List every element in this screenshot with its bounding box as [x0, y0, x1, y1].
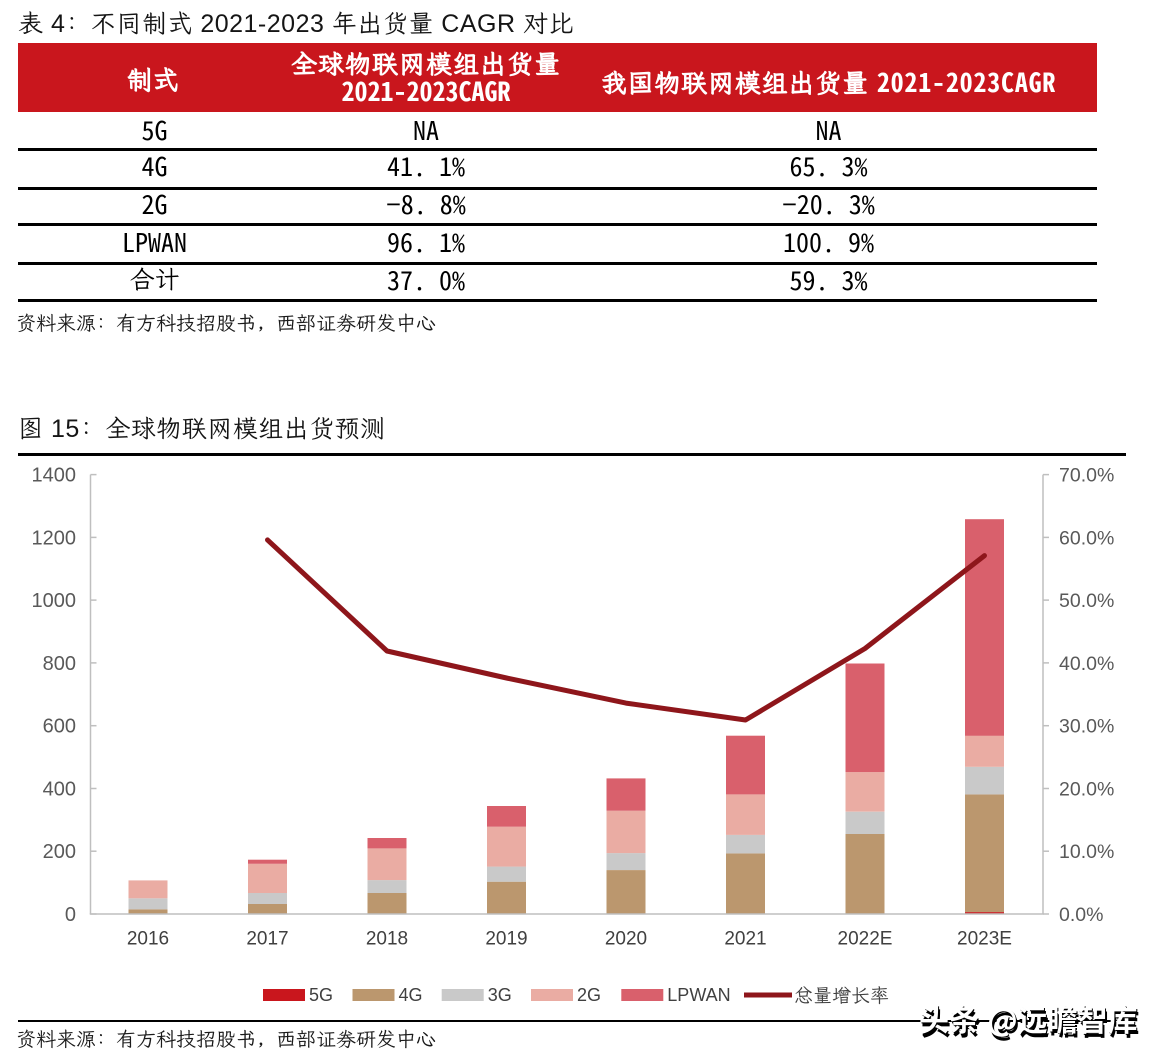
svg-text:LPWAN: LPWAN	[667, 985, 730, 1005]
svg-text:30.0%: 30.0%	[1059, 716, 1114, 738]
svg-text:2021: 2021	[724, 929, 766, 950]
svg-text:2023E: 2023E	[957, 929, 1012, 950]
svg-text:1000: 1000	[32, 590, 77, 612]
svg-text:70.0%: 70.0%	[1059, 465, 1114, 487]
svg-text:1400: 1400	[32, 465, 77, 487]
svg-text:600: 600	[43, 716, 76, 738]
svg-text:800: 800	[43, 653, 76, 675]
svg-text:2022E: 2022E	[838, 929, 893, 950]
svg-text:2019: 2019	[485, 929, 527, 950]
svg-text:400: 400	[43, 779, 76, 801]
svg-text:2017: 2017	[246, 929, 288, 950]
svg-text:2020: 2020	[605, 929, 647, 950]
svg-text:10.0%: 10.0%	[1059, 841, 1114, 863]
svg-text:0.0%: 0.0%	[1059, 904, 1103, 926]
svg-text:0: 0	[65, 904, 76, 926]
svg-text:200: 200	[43, 841, 76, 863]
svg-text:1200: 1200	[32, 527, 77, 549]
svg-text:3G: 3G	[488, 985, 512, 1005]
svg-text:40.0%: 40.0%	[1059, 653, 1114, 675]
svg-text:20.0%: 20.0%	[1059, 779, 1114, 801]
svg-text:60.0%: 60.0%	[1059, 527, 1114, 549]
svg-text:2016: 2016	[127, 929, 169, 950]
svg-text:50.0%: 50.0%	[1059, 590, 1114, 612]
svg-text:2G: 2G	[577, 985, 601, 1005]
svg-text:总量增长率: 总量增长率	[794, 986, 889, 1007]
svg-text:5G: 5G	[309, 985, 333, 1005]
svg-text:4G: 4G	[399, 985, 423, 1005]
svg-text:2018: 2018	[366, 929, 408, 950]
